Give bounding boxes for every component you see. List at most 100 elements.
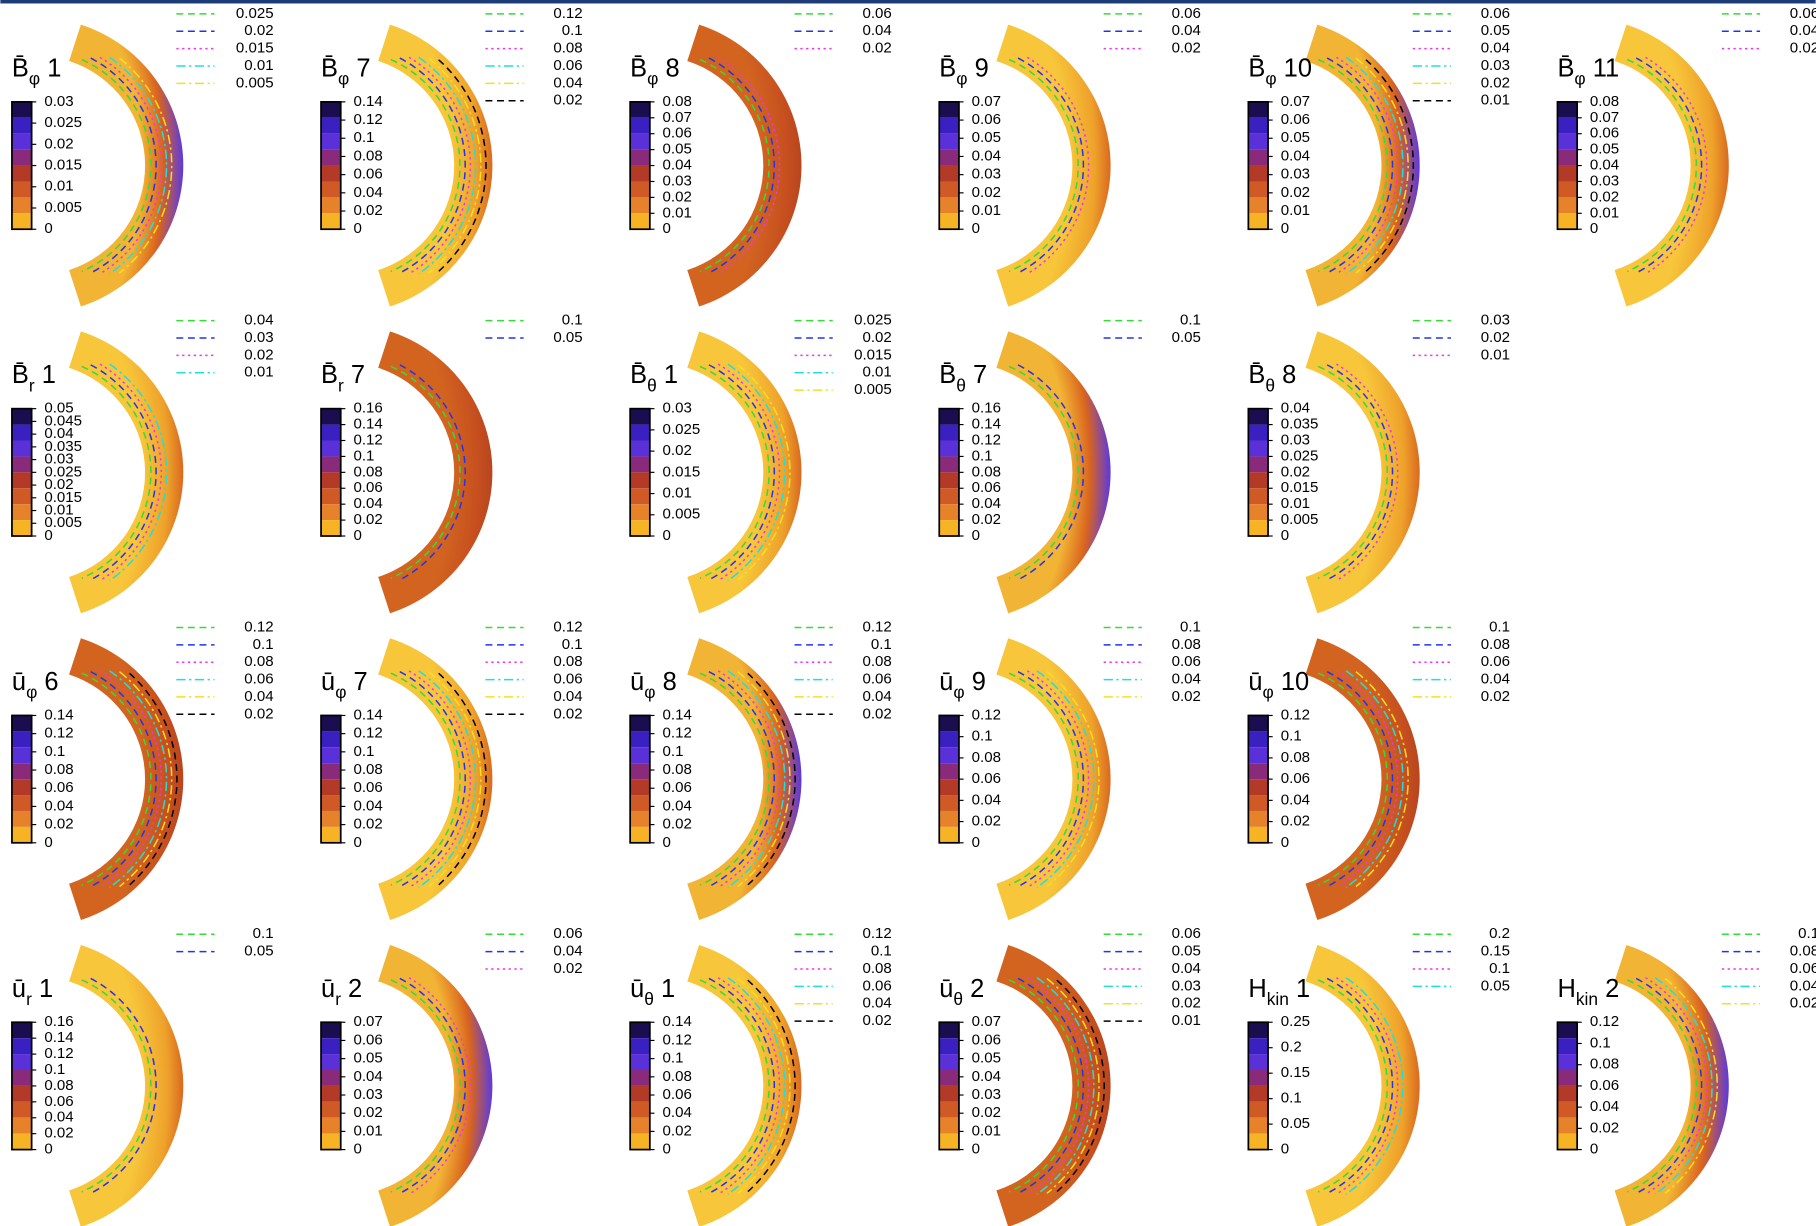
annulus: [996, 638, 1110, 920]
legend-value: 0.05: [1172, 943, 1201, 960]
label-index: 1: [661, 975, 675, 1003]
colorbar-label: 0: [663, 834, 671, 851]
label-index: 1: [42, 361, 56, 389]
label-subscript: φ: [647, 69, 658, 89]
annulus: [687, 638, 801, 920]
annulus: [996, 25, 1110, 307]
colorbar-block: [1248, 520, 1268, 536]
panel-label: ūr 2: [321, 975, 362, 1009]
colorbar-label: 0.04: [44, 1109, 73, 1126]
colorbar-label: 0.02: [972, 1104, 1001, 1121]
legend-value: 0.02: [1172, 40, 1201, 57]
label-symbol: ū: [321, 668, 335, 696]
colorbar-label: 0.16: [353, 400, 382, 417]
legend-value: 0.1: [871, 943, 892, 960]
colorbar-block: [939, 181, 959, 197]
colorbar-label: 0.08: [663, 93, 692, 110]
label-symbol: B̄: [321, 361, 338, 389]
colorbar-label: 0.06: [1281, 111, 1310, 128]
legend-value: 0.1: [1180, 618, 1201, 635]
panel-label: B̄φ 11: [1557, 54, 1619, 88]
panel: ūφ 90.120.10.080.060.040.0200.10.080.060…: [939, 618, 1201, 920]
colorbar-label: 0.02: [44, 135, 73, 152]
legend-value: 0.1: [1489, 960, 1510, 977]
panel: ūφ 100.120.10.080.060.040.0200.10.080.06…: [1248, 618, 1510, 920]
legend-value: 0.15: [1481, 943, 1510, 960]
colorbar-label: 0.015: [1281, 479, 1319, 496]
colorbar-block: [1248, 1054, 1268, 1070]
label-space: [1289, 975, 1296, 1003]
colorbar-block: [630, 1022, 650, 1038]
colorbar-block: [630, 102, 650, 118]
colorbar-block: [12, 1038, 32, 1054]
colorbar-label: 0.04: [1281, 400, 1310, 417]
annulus: [69, 331, 183, 613]
panel-label: B̄φ 1: [12, 54, 61, 88]
annulus: [687, 331, 801, 613]
colorbar-label: 0.07: [663, 109, 692, 126]
panel: B̄r 10.050.0450.040.0350.030.0250.020.01…: [12, 312, 274, 614]
colorbar-label: 0.06: [663, 779, 692, 796]
label-space: [1274, 668, 1281, 696]
panel: ūθ 20.070.060.050.040.030.020.0100.060.0…: [939, 925, 1201, 1226]
colorbar-label: 0.1: [1281, 728, 1302, 745]
label-subscript: kin: [1267, 989, 1289, 1009]
colorbar-block: [1248, 488, 1268, 504]
label-symbol: ū: [630, 668, 644, 696]
legend-value: 0.08: [244, 653, 273, 670]
colorbar-label: 0.12: [44, 1045, 73, 1062]
colorbar-label: 0.05: [972, 1050, 1001, 1067]
colorbar-block: [12, 1134, 32, 1150]
colorbar-label: 0.005: [663, 506, 701, 523]
colorbar-block: [12, 1086, 32, 1102]
colorbar-label: 0.03: [353, 1086, 382, 1103]
colorbar-block: [939, 425, 959, 441]
colorbar-label: 0.06: [1281, 770, 1310, 787]
label-subscript: φ: [26, 682, 37, 702]
legend-value: 0.01: [1481, 92, 1510, 109]
legend-value: 0.02: [862, 1012, 891, 1029]
colorbar-label: 0.07: [1281, 93, 1310, 110]
legend-value: 0.04: [553, 943, 582, 960]
colorbar-label: 0: [44, 527, 52, 544]
label-symbol: H: [1248, 975, 1266, 1003]
colorbar-label: 0.02: [44, 816, 73, 833]
colorbar-label: 0.14: [353, 706, 382, 723]
panel: B̄φ 70.140.120.10.080.060.040.0200.120.1…: [321, 5, 583, 307]
colorbar-block: [1248, 197, 1268, 213]
label-symbol: H: [1557, 975, 1575, 1003]
colorbar-label: 0.015: [663, 463, 701, 480]
legend-value: 0.06: [1172, 653, 1201, 670]
label-space: [963, 975, 970, 1003]
colorbar-block: [12, 441, 32, 457]
colorbar-label: 0.06: [1590, 125, 1619, 142]
colorbar-block: [630, 747, 650, 763]
panel: B̄θ 70.160.140.120.10.080.060.040.0200.1…: [939, 312, 1201, 614]
colorbar-block: [12, 827, 32, 843]
colorbar-label: 0.05: [1590, 141, 1619, 158]
colorbar-label: 0.07: [972, 93, 1001, 110]
legend-value: 0.12: [862, 618, 891, 635]
panel: B̄φ 90.070.060.050.040.030.020.0100.060.…: [939, 5, 1201, 307]
colorbar-block: [12, 456, 32, 472]
colorbar-label: 0.03: [1281, 166, 1310, 183]
colorbar-block: [1557, 118, 1577, 134]
label-subscript: θ: [953, 989, 963, 1009]
colorbar-label: 0: [1590, 1141, 1598, 1158]
colorbar-block: [321, 1054, 341, 1070]
colorbar-block: [939, 1134, 959, 1150]
colorbar-label: 0.12: [663, 725, 692, 742]
colorbar-label: 0.04: [353, 797, 382, 814]
colorbar-block: [630, 504, 650, 520]
colorbar-block: [1248, 181, 1268, 197]
annulus: [687, 25, 801, 307]
legend-value: 0.04: [1172, 22, 1201, 39]
colorbar-label: 0.01: [663, 485, 692, 502]
colorbar-block: [321, 102, 341, 118]
colorbar-block: [939, 166, 959, 182]
colorbar-label: 0.06: [353, 166, 382, 183]
colorbar-block: [12, 715, 32, 731]
colorbar-block: [321, 425, 341, 441]
colorbar-block: [12, 425, 32, 441]
legend-value: 0.02: [862, 329, 891, 346]
